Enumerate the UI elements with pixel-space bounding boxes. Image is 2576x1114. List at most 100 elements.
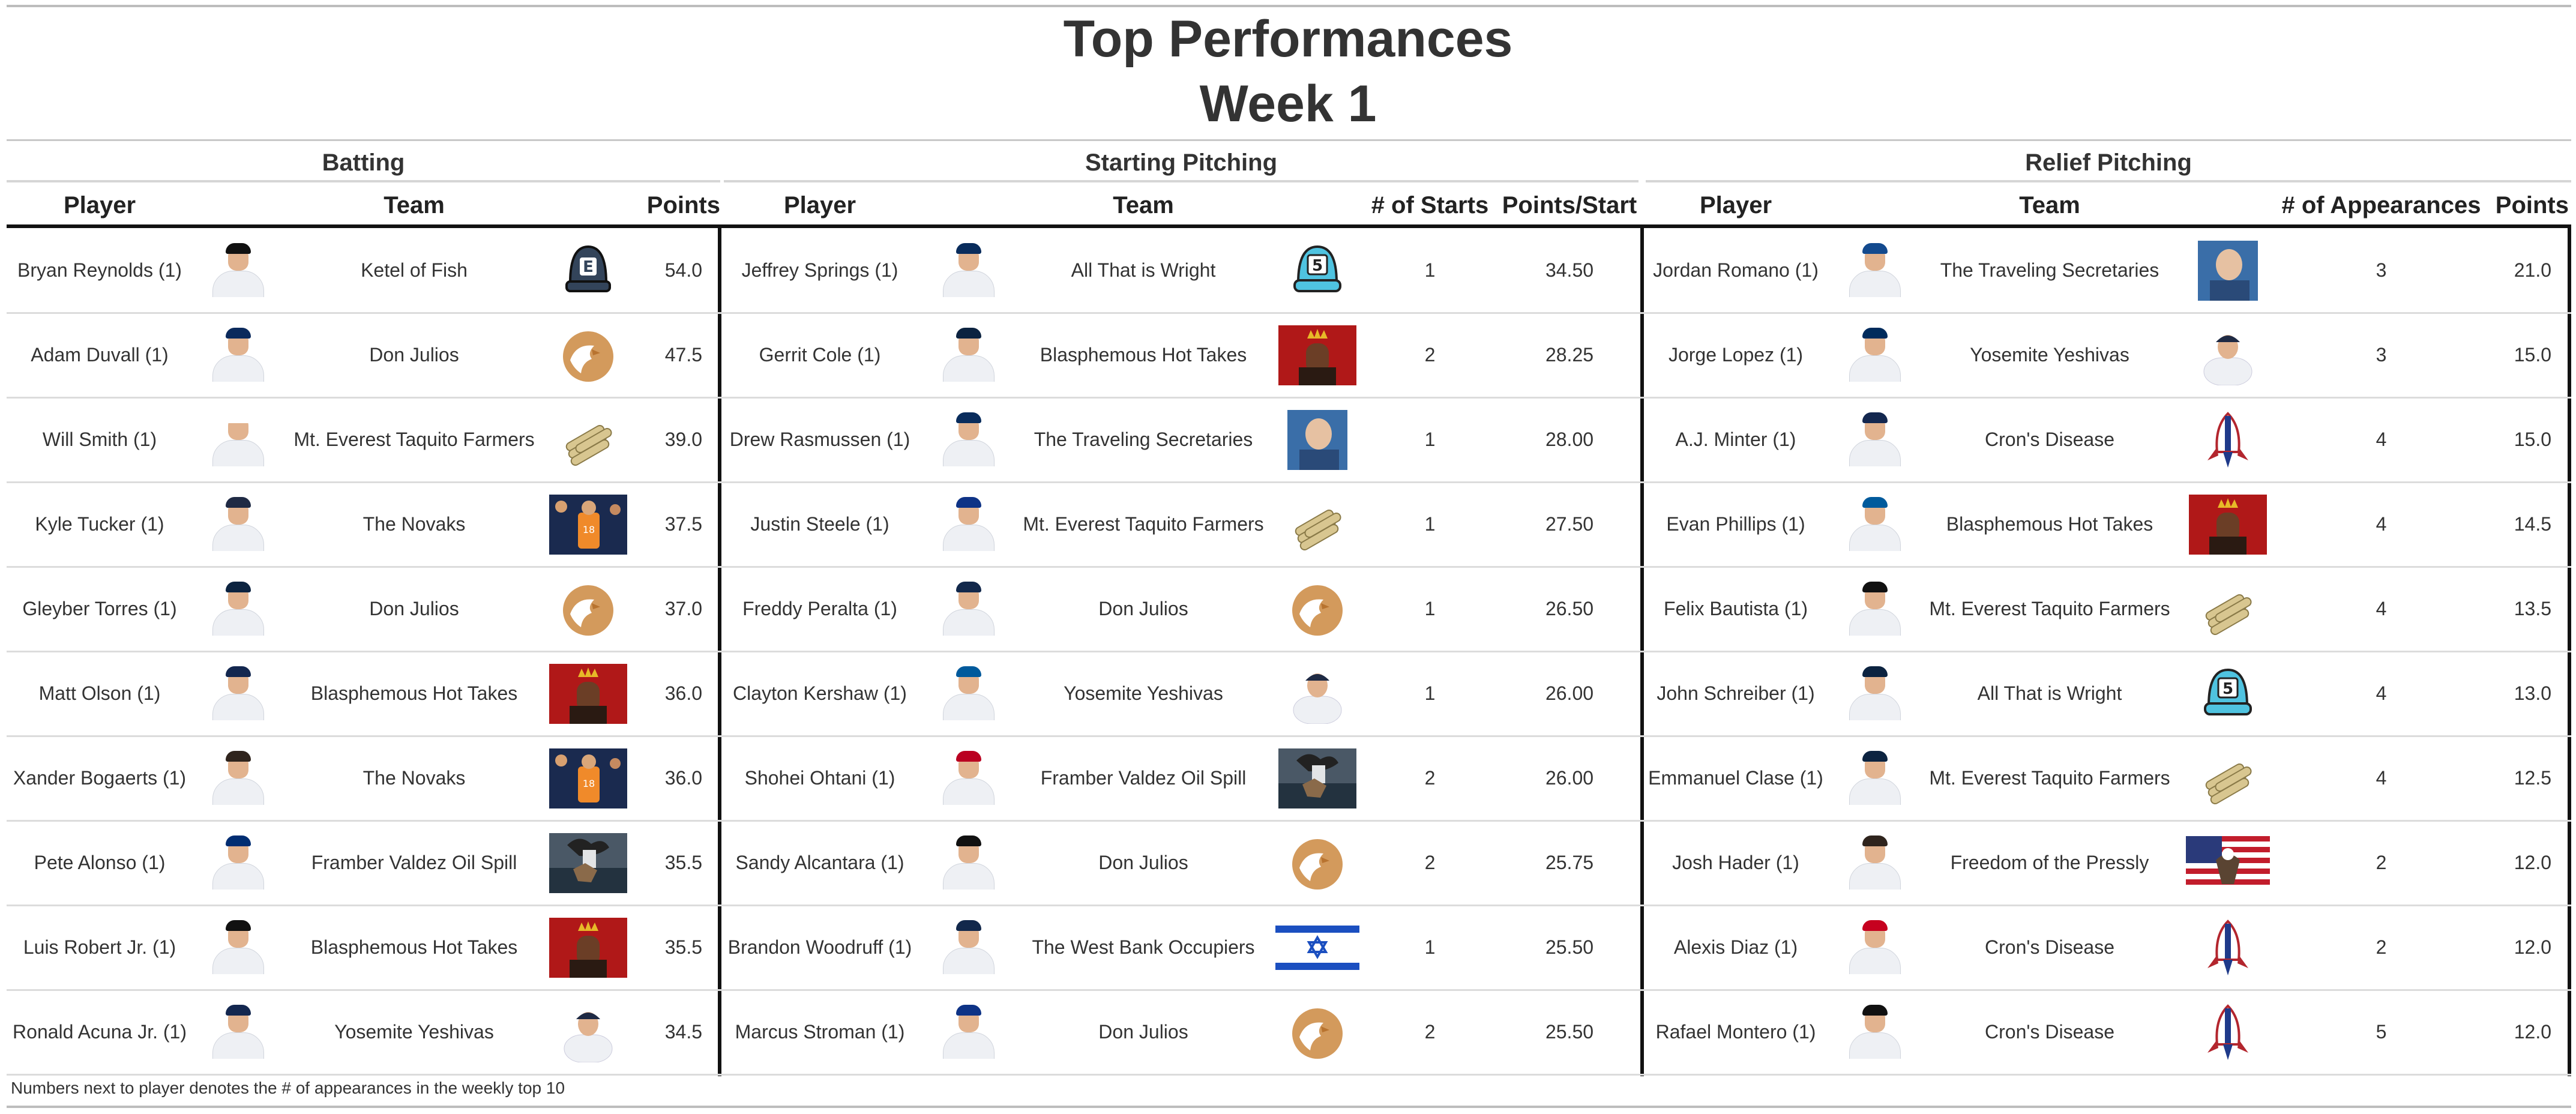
col-header-starting-starts: # of Starts: [1371, 192, 1489, 218]
points-per-start-value: 34.50: [1545, 259, 1594, 281]
points-per-start-value: 28.25: [1545, 344, 1594, 366]
player-photo: [938, 328, 998, 382]
player-name: Jordan Romano (1): [1653, 259, 1819, 281]
player-photo: [1844, 328, 1904, 382]
player-name: Gleyber Torres (1): [22, 598, 177, 619]
starts-value: 2: [1424, 1021, 1436, 1043]
player-photo: [208, 1005, 268, 1059]
appearances-value: 4: [2376, 682, 2387, 704]
points-per-start-value: 26.00: [1545, 682, 1594, 704]
appearances-value: 5: [2376, 1021, 2387, 1043]
points-value: 37.5: [664, 513, 702, 535]
svg-text:5: 5: [2222, 680, 2233, 698]
oil-spill-photo-logo: [1278, 748, 1356, 808]
team-name: Freedom of the Pressly: [1950, 852, 2149, 873]
starts-value: 1: [1424, 429, 1436, 450]
starts-value: 1: [1424, 936, 1436, 958]
eagle-logo: [1287, 1002, 1347, 1062]
svg-text:E: E: [583, 258, 594, 276]
rocket-logo: [2198, 410, 2258, 470]
row-divider: [7, 651, 2571, 652]
team-name: Cron's Disease: [1985, 936, 2114, 958]
player-name: Sandy Alcantara (1): [735, 852, 904, 873]
crown-portrait-logo: [1278, 325, 1356, 385]
player-name: Alexis Diaz (1): [1673, 936, 1798, 958]
team-name: Yosemite Yeshivas: [1064, 682, 1223, 704]
hat-e-logo: E: [558, 241, 618, 301]
points-value: 12.0: [2514, 1021, 2551, 1043]
player-photo: [1844, 836, 1904, 890]
player-photo: [1844, 497, 1904, 551]
appearances-value: 4: [2376, 767, 2387, 789]
player-photo: [208, 751, 268, 805]
team-name: Framber Valdez Oil Spill: [311, 852, 517, 873]
team-name: Mt. Everest Taquito Farmers: [1023, 513, 1264, 535]
player-photo: [938, 751, 998, 805]
eagle-logo: [558, 579, 618, 639]
points-per-start-value: 26.50: [1545, 598, 1594, 619]
footnote: Numbers next to player denotes the # of …: [11, 1079, 565, 1097]
player-photo: [1844, 243, 1904, 297]
row-divider: [7, 312, 2571, 314]
col-header-relief-appearances: # of Appearances: [2281, 192, 2481, 218]
player-photo: [208, 666, 268, 720]
page-title: Top Performances: [1063, 10, 1513, 68]
starts-value: 1: [1424, 513, 1436, 535]
points-per-start-value: 25.50: [1545, 1021, 1594, 1043]
team-name: Blasphemous Hot Takes: [310, 936, 518, 958]
group-header-batting: Batting: [322, 149, 405, 176]
appearances-value: 4: [2376, 429, 2387, 450]
crown-portrait-logo: [549, 664, 627, 724]
hat-5-logo: 5: [1287, 241, 1347, 301]
appearances-value: 2: [2376, 936, 2387, 958]
player-name: Kyle Tucker (1): [35, 513, 164, 535]
points-value: 36.0: [664, 682, 702, 704]
player-name: Justin Steele (1): [750, 513, 889, 535]
player-name: Bryan Reynolds (1): [17, 259, 182, 281]
hat-5-logo: 5: [2198, 664, 2258, 724]
player-photo: [208, 497, 268, 551]
starts-value: 1: [1424, 259, 1436, 281]
eagle-logo: [1287, 833, 1347, 893]
player-photo: [938, 582, 998, 636]
basketball-photo-logo: 18: [549, 495, 627, 555]
player-photo: [938, 412, 998, 466]
player-photo: [1844, 751, 1904, 805]
appearances-value: 4: [2376, 598, 2387, 619]
points-value: 12.0: [2514, 852, 2551, 873]
israel-flag-logo: [1275, 921, 1359, 975]
appearances-value: 3: [2376, 344, 2387, 366]
player-photo: [938, 836, 998, 890]
team-name: Don Julios: [1098, 598, 1188, 619]
team-name: The Novaks: [363, 513, 466, 535]
player-name: Pete Alonso (1): [34, 852, 166, 873]
player-name: Xander Bogaerts (1): [13, 767, 187, 789]
points-per-start-value: 25.75: [1545, 852, 1594, 873]
col-header-starting-pps: Points/Start: [1502, 192, 1637, 218]
appearances-value: 2: [2376, 852, 2387, 873]
team-name: Mt. Everest Taquito Farmers: [1929, 767, 2170, 789]
row-divider: [7, 820, 2571, 822]
svg-text:18: 18: [583, 524, 595, 535]
player-photo: [208, 582, 268, 636]
player-name: Marcus Stroman (1): [735, 1021, 905, 1043]
player-name: John Schreiber (1): [1657, 682, 1815, 704]
points-value: 36.0: [664, 767, 702, 789]
player-name: Emmanuel Clase (1): [1648, 767, 1823, 789]
points-value: 13.5: [2514, 598, 2551, 619]
player-photo-logo: [1287, 664, 1347, 724]
crown-portrait-logo: [549, 918, 627, 978]
starts-value: 2: [1424, 852, 1436, 873]
basketball-photo-logo: 18: [549, 748, 627, 808]
player-photo: [208, 243, 268, 297]
player-photo: [208, 412, 268, 466]
team-name: Mt. Everest Taquito Farmers: [293, 429, 535, 450]
player-photo: [1844, 1005, 1904, 1059]
rocket-logo: [2198, 1002, 2258, 1062]
row-divider: [7, 397, 2571, 399]
points-value: 39.0: [664, 429, 702, 450]
points-per-start-value: 25.50: [1545, 936, 1594, 958]
taquito-logo: [2198, 748, 2258, 808]
starts-value: 1: [1424, 682, 1436, 704]
row-divider: [7, 735, 2571, 737]
